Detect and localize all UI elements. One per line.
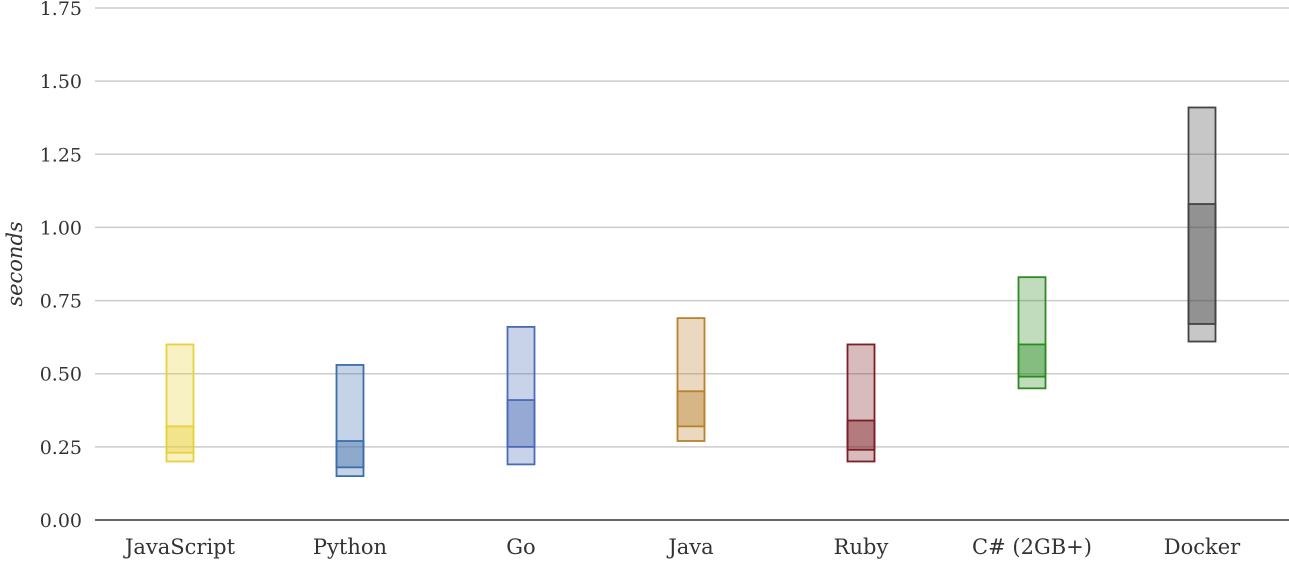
y-tick-label: 0.50	[40, 364, 82, 386]
gridlines	[95, 7, 1289, 448]
box-group	[676, 317, 706, 442]
y-tick-label: 0.25	[40, 437, 82, 459]
box-interquartile	[1017, 343, 1047, 378]
x-category-labels: JavaScript Python Go Java Ruby C# (2GB+) Docke…	[123, 535, 1241, 559]
y-tick-label: 1.25	[40, 144, 82, 166]
box-interquartile	[506, 399, 536, 448]
box-range	[1017, 276, 1047, 390]
y-tick-label: 1.00	[40, 217, 82, 239]
box-group	[1017, 276, 1047, 390]
y-tick-labels: 0.00 0.25 0.50 0.75 1.00 1.25 1.50 1.75	[40, 0, 82, 532]
box-group	[846, 343, 876, 463]
y-tick-label: 1.50	[40, 71, 82, 93]
y-tick-label: 0.00	[40, 510, 82, 532]
box-group	[1187, 106, 1217, 343]
y-tick-label: 0.75	[40, 291, 82, 313]
box-range	[506, 326, 536, 466]
y-tick-label: 1.75	[40, 0, 82, 20]
x-category-label: C# (2GB+)	[972, 535, 1092, 559]
box-group	[165, 343, 195, 463]
x-category-label: JavaScript	[123, 535, 236, 559]
box-range	[335, 364, 365, 478]
x-category-label: Ruby	[834, 535, 889, 559]
box-interquartile	[846, 419, 876, 451]
y-axis-title: seconds	[3, 221, 27, 307]
boxes	[165, 106, 1217, 478]
box-range	[846, 343, 876, 463]
x-category-label: Docker	[1164, 535, 1241, 559]
box-range	[165, 343, 195, 463]
x-category-label: Go	[506, 535, 535, 559]
box-group	[335, 364, 365, 478]
box-interquartile	[676, 390, 706, 428]
box-range	[676, 317, 706, 442]
x-category-label: Python	[313, 535, 387, 559]
x-category-label: Java	[666, 535, 713, 559]
box-interquartile	[335, 440, 365, 469]
box-interquartile	[1187, 203, 1217, 325]
box-group	[506, 326, 536, 466]
box-interquartile	[165, 425, 195, 454]
